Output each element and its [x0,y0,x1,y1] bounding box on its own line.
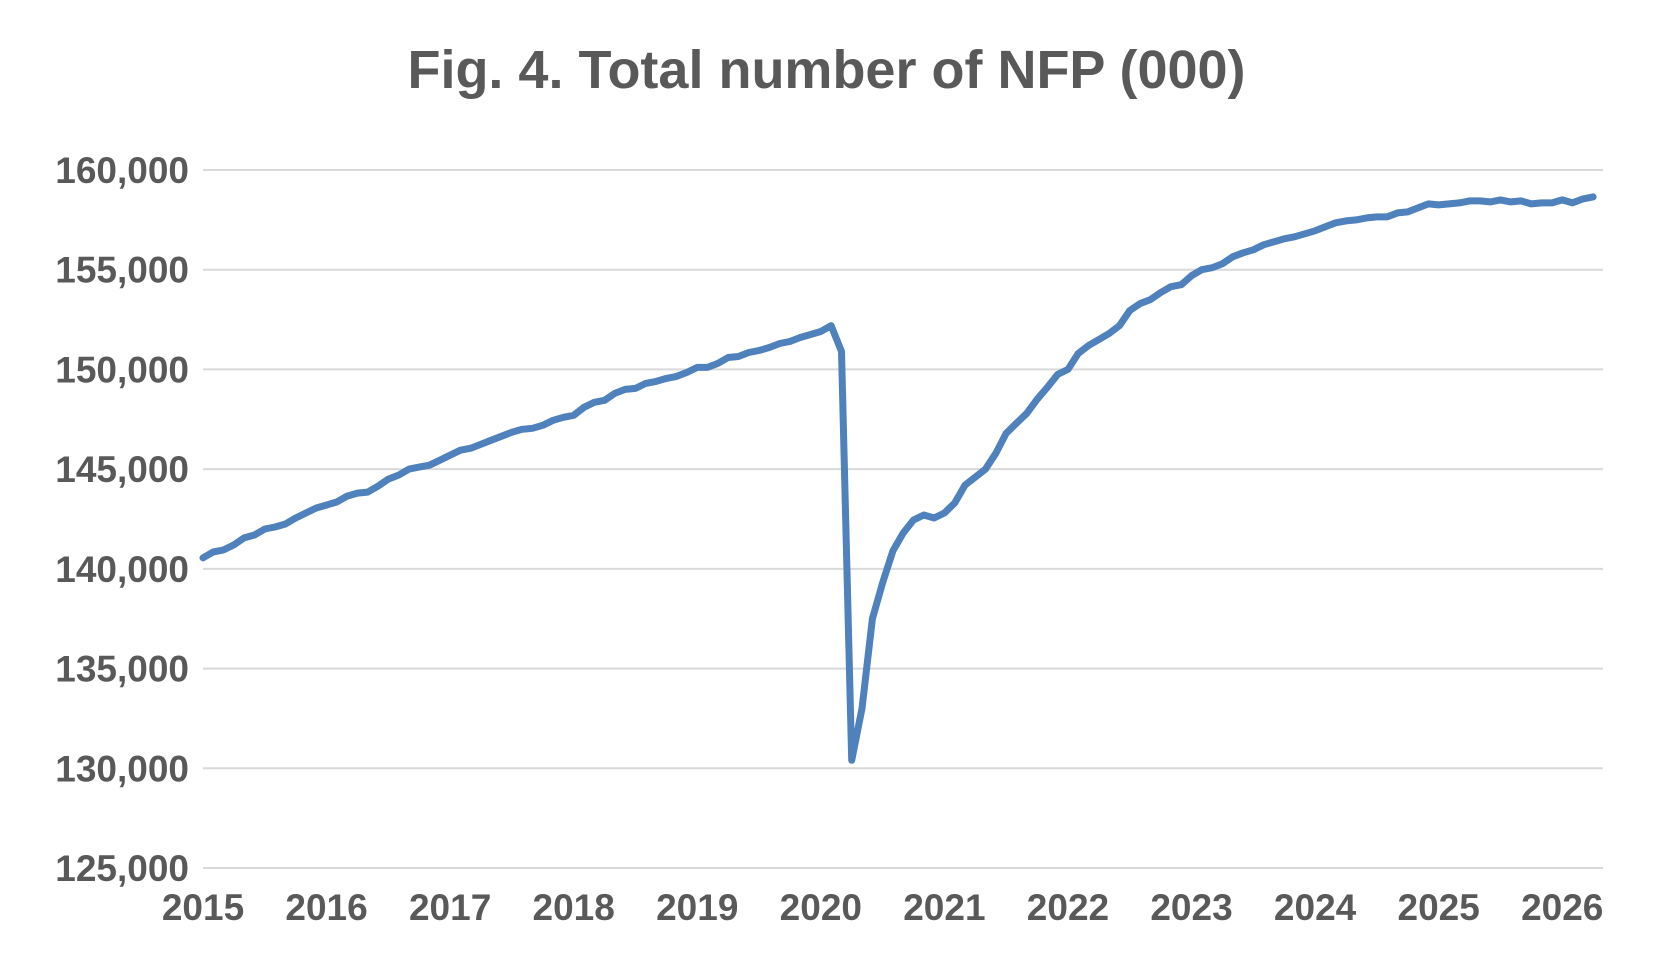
y-tick-label: 155,000 [55,250,189,291]
x-tick-label: 2022 [1027,887,1109,928]
x-tick-label: 2019 [656,887,738,928]
x-tick-label: 2020 [780,887,862,928]
x-tick-label: 2017 [409,887,491,928]
x-tick-label: 2024 [1274,887,1357,928]
x-tick-label: 2021 [903,887,985,928]
y-tick-label: 160,000 [55,150,189,191]
y-tick-label: 135,000 [55,649,189,690]
chart-title: Fig. 4. Total number of NFP (000) [407,40,1246,100]
grid-layer [203,169,1603,869]
series-layer [199,193,1597,764]
x-tick-label: 2015 [162,887,244,928]
x-tick-label: 2026 [1521,887,1603,928]
y-tick-label: 145,000 [55,449,189,490]
x-tick-label: 2025 [1398,887,1480,928]
x-axis-tick-labels: 2015 2016 2017 2018 2019 2020 2021 2022 2023 2024… [162,887,1604,928]
x-tick-label: 2018 [533,887,615,928]
x-tick-label: 2016 [285,887,367,928]
y-tick-label: 150,000 [55,349,189,390]
y-tick-label: 140,000 [55,549,189,590]
y-tick-label: 130,000 [55,748,189,789]
x-tick-label: 2023 [1150,887,1232,928]
y-axis-tick-labels: 125,000 130,000 135,000 140,000 145,000 150,0… [55,150,189,889]
series-line [199,193,1597,764]
y-tick-label: 125,000 [55,848,189,889]
